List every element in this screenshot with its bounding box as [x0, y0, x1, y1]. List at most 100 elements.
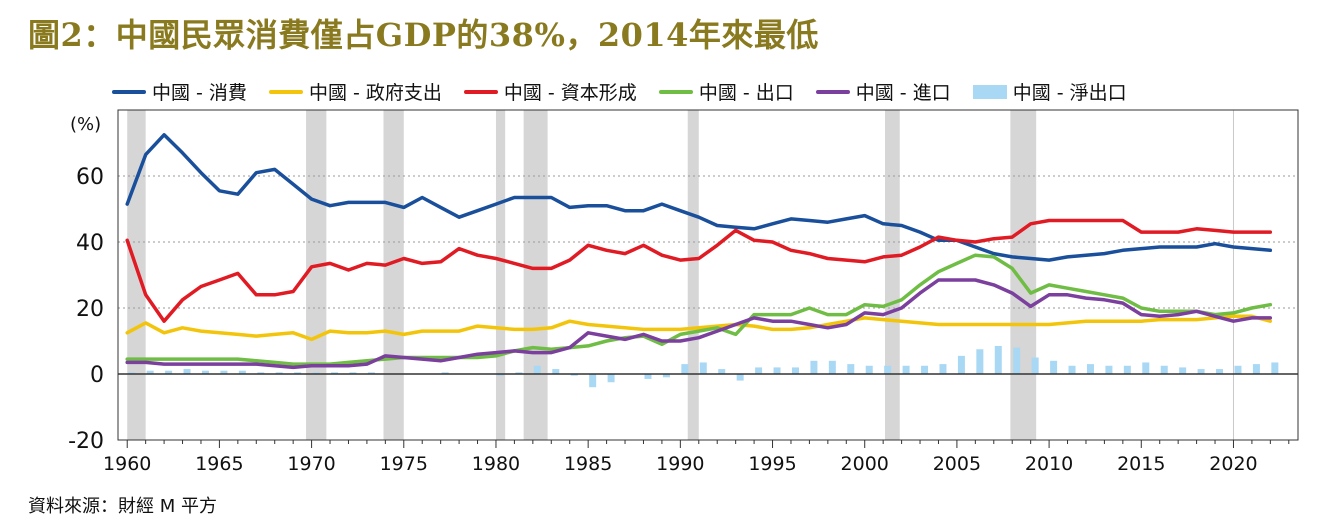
net-exports-bar-1961 — [146, 370, 154, 374]
net-exports-bar-1983 — [552, 369, 560, 374]
net-exports-bar-1967 — [257, 372, 265, 374]
net-exports-bar-1964 — [201, 370, 209, 374]
x-tick-label-1985: 1985 — [564, 453, 612, 475]
net-exports-bar-2019 — [1216, 369, 1224, 374]
recession-band-2 — [383, 110, 404, 440]
legend-item-net-exports: 中國 - 淨出口 — [972, 78, 1127, 105]
series-line-government — [125, 314, 1273, 342]
x-tick-label-1965: 1965 — [195, 453, 243, 475]
net-exports-bar-1966 — [238, 370, 246, 374]
net-exports-bar-1989 — [662, 374, 670, 378]
net-exports-bar-2005 — [957, 355, 965, 374]
net-exports-bar-1973 — [367, 372, 375, 374]
series-line-consumption — [125, 133, 1273, 262]
chart-legend: 中國 - 消費 中國 - 政府支出 中國 - 資本形成 中國 - 出口 中國 -… — [112, 78, 1127, 105]
net-exports-bar-1960 — [128, 372, 136, 374]
net-exports-bar-1971 — [331, 372, 339, 374]
legend-swatch-net-exports — [972, 84, 1007, 99]
net-exports-bar-1962 — [165, 370, 173, 374]
net-exports-bar-1993 — [736, 374, 744, 381]
legend-swatch-government — [268, 89, 303, 94]
recession-band-3 — [495, 110, 506, 440]
legend-item-government: 中國 - 政府支出 — [268, 78, 442, 105]
x-tick-label-1970: 1970 — [287, 453, 335, 475]
source-note: 資料來源：財經 M 平方 — [28, 496, 217, 517]
net-exports-bar-2022 — [1271, 362, 1279, 374]
legend-label-exports: 中國 - 出口 — [698, 82, 794, 104]
x-tick-label-2000: 2000 — [841, 453, 889, 475]
net-exports-bar-1968 — [275, 372, 283, 374]
x-tick-label-2015: 2015 — [1117, 453, 1165, 475]
net-exports-bar-1977 — [441, 372, 449, 374]
chart-plot: -20 0 20 40 60 (%) 1960 1965 1970 1975 1980 1985 199… — [68, 109, 1299, 475]
x-tick-label-1995: 1995 — [748, 453, 796, 475]
legend-item-imports: 中國 - 進口 — [815, 78, 951, 105]
legend-swatch-capital — [463, 89, 498, 94]
recession-band-4 — [523, 110, 548, 440]
recession-band-7 — [1010, 110, 1037, 440]
x-tick-label-2010: 2010 — [1025, 453, 1073, 475]
legend-label-net-exports: 中國 - 淨出口 — [1012, 82, 1127, 104]
recession-band-6 — [885, 110, 900, 440]
net-exports-bar-2004 — [939, 364, 947, 374]
net-exports-bar-1965 — [220, 370, 228, 374]
y-axis-unit-label: (%) — [70, 114, 101, 135]
y-tick-label-60: 60 — [76, 165, 104, 190]
recession-band-5 — [687, 110, 699, 440]
net-exports-bar-1988 — [644, 374, 652, 379]
legend-label-consumption: 中國 - 消費 — [152, 82, 247, 104]
net-exports-bar-1999 — [847, 364, 855, 374]
legend-label-capital: 中國 - 資本形成 — [503, 82, 637, 104]
y-tick-label-40: 40 — [76, 231, 104, 256]
net-exports-bar-1972 — [349, 372, 357, 374]
net-exports-bar-2017 — [1179, 367, 1187, 374]
plot-frame — [117, 109, 1299, 441]
net-exports-bar-1997 — [810, 360, 818, 374]
x-tick-label-1975: 1975 — [380, 453, 428, 475]
legend-item-capital: 中國 - 資本形成 — [463, 78, 637, 105]
net-exports-bar-1998 — [828, 360, 836, 374]
net-exports-bar-2020 — [1234, 365, 1242, 374]
recession-band-1 — [306, 110, 327, 440]
x-tick-label-1990: 1990 — [656, 453, 704, 475]
net-exports-bar-2008 — [1013, 347, 1021, 374]
y-tick-label-0: 0 — [90, 363, 104, 388]
net-exports-bar-2012 — [1086, 364, 1094, 374]
chart-title: 圖2：中國民眾消費僅占GDP的38%，2014年來最低 — [28, 16, 819, 54]
net-exports-bar-1994 — [755, 367, 763, 374]
net-exports-bar-1982 — [533, 365, 541, 374]
net-exports-bar-1995 — [773, 367, 781, 374]
net-exports-bar-2014 — [1123, 365, 1131, 374]
net-exports-bar-2010 — [1050, 360, 1058, 374]
legend-swatch-exports — [658, 89, 693, 94]
x-tick-label-1960: 1960 — [103, 453, 151, 475]
net-exports-bar-2009 — [1031, 357, 1039, 374]
net-exports-bar-1992 — [718, 369, 726, 374]
net-exports-bar-1991 — [699, 362, 707, 374]
y-tick-label--20: -20 — [68, 429, 104, 454]
legend-item-exports: 中國 - 出口 — [658, 78, 794, 105]
x-tick-label-1980: 1980 — [472, 453, 520, 475]
legend-swatch-consumption — [112, 89, 146, 94]
net-exports-bar-2018 — [1197, 369, 1205, 374]
legend-label-imports: 中國 - 進口 — [855, 82, 951, 104]
series-line-imports — [125, 278, 1273, 370]
net-exports-bar-1986 — [607, 374, 615, 383]
net-exports-bar-1981 — [515, 372, 523, 374]
x-tick-label-2005: 2005 — [933, 453, 981, 475]
net-exports-bar-1980 — [496, 374, 504, 376]
x-tick-label-2020: 2020 — [1209, 453, 1257, 475]
net-exports-bar-2002 — [902, 365, 910, 374]
net-exports-bar-1970 — [312, 372, 320, 374]
net-exports-bar-2000 — [865, 365, 873, 374]
net-exports-bar-1984 — [570, 374, 578, 376]
net-exports-bar-2007 — [994, 345, 1002, 374]
net-exports-bar-2001 — [884, 365, 892, 374]
net-exports-bar-2003 — [921, 365, 929, 374]
net-exports-bar-1963 — [183, 369, 191, 374]
net-exports-bar-2013 — [1105, 365, 1113, 374]
net-exports-bar-2011 — [1068, 365, 1076, 374]
legend-label-government: 中國 - 政府支出 — [308, 82, 442, 104]
net-exports-bar-2016 — [1160, 365, 1168, 374]
net-exports-bar-1990 — [681, 364, 689, 374]
